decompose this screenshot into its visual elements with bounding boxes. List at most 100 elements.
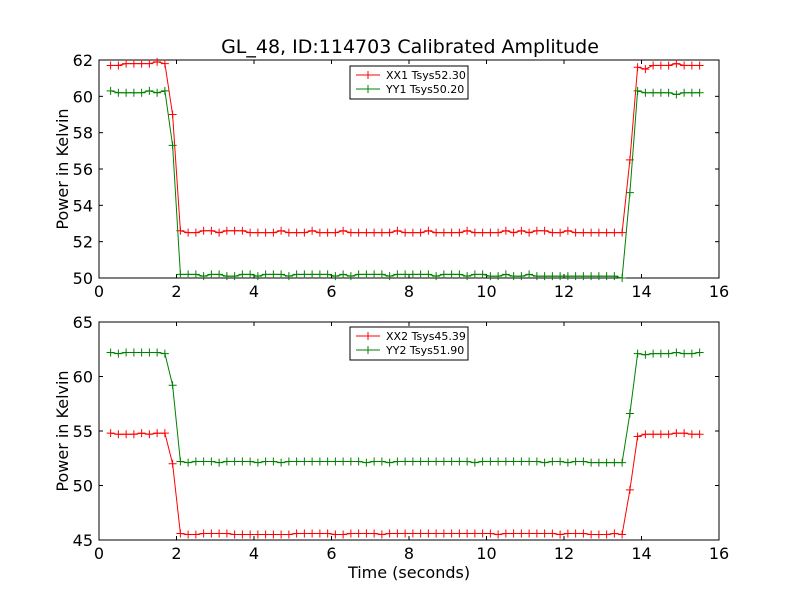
data-point [308,226,317,235]
data-point [463,457,472,466]
y-axis-label: Power in Kelvin [53,108,72,229]
data-point [323,270,332,279]
data-point [563,529,572,538]
data-point [649,430,658,439]
series-1 [106,86,704,282]
y-tick-label: 52 [73,233,93,252]
data-point [447,270,456,279]
data-point [393,270,402,279]
legend-marker [364,85,372,93]
data-point [176,529,185,538]
data-point [253,228,262,237]
data-point [416,457,425,466]
data-point [424,457,433,466]
data-point [168,141,177,150]
data-point [664,430,673,439]
data-point [509,457,518,466]
x-tick-label: 10 [476,544,496,563]
figure-title: GL_48, ID:114703 Calibrated Amplitude [221,36,599,58]
data-point [331,530,340,539]
data-point [401,529,410,538]
data-point [470,529,479,538]
data-point [292,529,301,538]
data-point [106,348,115,357]
data-point [695,430,704,439]
data-point [191,228,200,237]
data-point [478,270,487,279]
data-point [199,457,208,466]
data-point [672,429,681,438]
data-point [191,530,200,539]
data-point [680,88,689,97]
data-point [486,529,495,538]
data-point [191,457,200,466]
data-point [594,272,603,281]
data-point [517,529,526,538]
data-point [571,529,580,538]
data-point [587,228,596,237]
data-point [339,457,348,466]
data-point [408,270,417,279]
data-point [579,228,588,237]
data-point [137,59,146,68]
data-point [618,274,627,282]
data-point [323,228,332,237]
data-point [308,270,317,279]
data-point [215,529,224,538]
data-point [687,61,696,70]
data-point [447,457,456,466]
data-point [168,459,177,468]
data-point [494,228,503,237]
data-point [432,228,441,237]
data-point [207,226,216,235]
data-point [455,228,464,237]
x-tick-label: 0 [94,544,104,563]
data-point [377,270,386,279]
data-point [548,272,557,281]
data-point [261,530,270,539]
data-point [470,228,479,237]
data-point [509,529,518,538]
data-point [540,226,549,235]
data-point [315,457,324,466]
data-point [269,457,278,466]
data-point [315,529,324,538]
data-point [114,88,123,97]
data-point [238,530,247,539]
x-tick-label: 6 [326,544,336,563]
data-point [455,529,464,538]
series-0 [106,429,704,539]
data-point [176,270,185,279]
data-point [540,272,549,281]
data-point [346,272,355,281]
data-point [556,228,565,237]
data-point [215,270,224,279]
data-point [207,270,216,279]
data-point [439,228,448,237]
data-point [230,272,239,281]
x-tick-label: 12 [554,544,574,563]
data-point [687,88,696,97]
data-point [137,348,146,357]
data-point [664,61,673,70]
data-point [455,457,464,466]
data-point [246,270,255,279]
data-point [269,530,278,539]
data-point [641,430,650,439]
data-point [649,88,658,97]
data-point [292,228,301,237]
data-point [153,348,162,357]
data-point [579,529,588,538]
data-point [300,228,309,237]
data-point [215,458,224,467]
x-tick-label: 12 [554,282,574,301]
x-tick-label: 2 [171,544,181,563]
data-point [641,350,650,359]
data-point [494,457,503,466]
data-point [331,272,340,281]
data-point [176,457,185,466]
x-tick-label: 6 [326,282,336,301]
legend-box [349,326,469,361]
